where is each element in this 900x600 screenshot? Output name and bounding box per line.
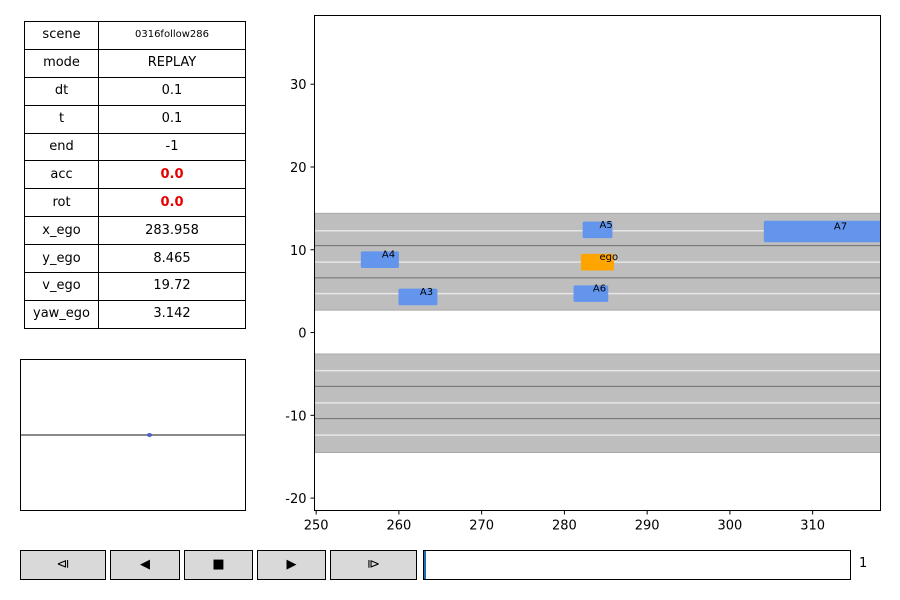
vehicle-a7 bbox=[763, 220, 881, 243]
x-tick-label: 310 bbox=[800, 519, 825, 534]
x-tick-label: 250 bbox=[304, 519, 329, 534]
info-row-v-ego: v_ego 19.72 bbox=[24, 272, 246, 301]
info-key: y_ego bbox=[24, 244, 99, 274]
y-tick-label: 20 bbox=[290, 161, 307, 176]
info-key: v_ego bbox=[24, 272, 99, 301]
info-key: x_ego bbox=[24, 216, 99, 246]
info-value: 0.1 bbox=[98, 104, 246, 134]
play-backward-button[interactable]: ◀ bbox=[110, 550, 180, 580]
y-tick-label: -20 bbox=[285, 492, 306, 507]
axis-ticks-layer: 250 260 270 280 290 300 310 30 20 10 0 -10 -20 bbox=[285, 78, 825, 533]
frame-counter: 1 bbox=[859, 556, 868, 571]
info-key: acc bbox=[24, 160, 99, 190]
mini-plot-line bbox=[21, 434, 245, 436]
step-forward-icon: ⧐ bbox=[367, 557, 380, 572]
play-button[interactable]: ▶ bbox=[257, 550, 326, 580]
y-tick-label: -10 bbox=[285, 409, 306, 424]
x-tick-label: 290 bbox=[635, 519, 660, 534]
info-row-end: end -1 bbox=[24, 132, 246, 162]
y-tick-label: 30 bbox=[290, 78, 307, 93]
vehicle-a4 bbox=[360, 251, 399, 268]
x-tick-label: 300 bbox=[717, 519, 742, 534]
info-row-yaw-ego: yaw_ego 3.142 bbox=[24, 299, 246, 329]
play-icon: ▶ bbox=[286, 557, 297, 572]
progress-slider[interactable] bbox=[423, 550, 851, 580]
info-value: 3.142 bbox=[98, 299, 246, 329]
vehicle-label: A5 bbox=[600, 220, 613, 231]
step-back-button[interactable]: ⧏ bbox=[20, 550, 106, 580]
plot-frame bbox=[314, 15, 881, 511]
info-row-x-ego: x_ego 283.958 bbox=[24, 216, 246, 246]
vehicle-label: ego bbox=[600, 252, 619, 263]
stop-button[interactable]: ■ bbox=[184, 550, 253, 580]
vehicle-label: A7 bbox=[834, 222, 847, 233]
info-row-scene: scene 0316follow286 bbox=[24, 21, 246, 50]
info-value: 0.0 bbox=[98, 188, 246, 218]
info-row-t: t 0.1 bbox=[24, 104, 246, 134]
vehicle-a6 bbox=[573, 285, 609, 302]
info-key: scene bbox=[24, 21, 99, 50]
info-table-body: scene 0316follow286 mode REPLAY dt 0.1 t 0.1 end… bbox=[24, 21, 246, 329]
mini-plot-marker bbox=[147, 433, 152, 437]
vehicle-a5 bbox=[582, 221, 613, 239]
vehicle-ego bbox=[580, 253, 615, 271]
x-tick-label: 270 bbox=[469, 519, 494, 534]
vehicles-layer: ego A3 A4 A5 A6 A7 bbox=[360, 220, 881, 306]
info-row-y-ego: y_ego 8.465 bbox=[24, 244, 246, 274]
vehicle-label: A6 bbox=[593, 284, 606, 295]
info-value: 0316follow286 bbox=[98, 21, 246, 50]
step-forward-button[interactable]: ⧐ bbox=[330, 550, 417, 580]
mini-plot bbox=[20, 359, 246, 511]
y-tick-label: 10 bbox=[290, 244, 307, 259]
x-tick-label: 260 bbox=[386, 519, 411, 534]
info-key: t bbox=[24, 104, 99, 134]
info-key: dt bbox=[24, 76, 99, 106]
vehicle-label: A3 bbox=[420, 287, 433, 298]
stop-icon: ■ bbox=[212, 557, 225, 572]
info-row-dt: dt 0.1 bbox=[24, 76, 246, 106]
vehicle-a3 bbox=[398, 288, 438, 306]
play-backward-icon: ◀ bbox=[140, 557, 150, 572]
progress-fill bbox=[424, 551, 427, 579]
road-layer bbox=[314, 212, 881, 454]
x-tick-label: 280 bbox=[552, 519, 577, 534]
y-tick-label: 0 bbox=[298, 327, 306, 342]
vehicle-label: A4 bbox=[382, 250, 395, 261]
info-table: scene 0316follow286 mode REPLAY dt 0.1 t 0.1 end… bbox=[24, 21, 246, 329]
info-key: yaw_ego bbox=[24, 299, 99, 329]
step-back-icon: ⧏ bbox=[56, 557, 70, 572]
